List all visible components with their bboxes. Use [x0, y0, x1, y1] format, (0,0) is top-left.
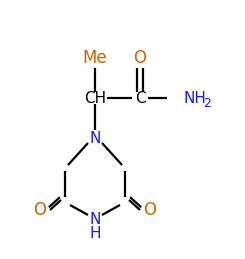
- Text: Me: Me: [83, 49, 107, 67]
- Text: O: O: [144, 201, 157, 219]
- Text: 2: 2: [203, 97, 211, 110]
- Text: H: H: [89, 227, 101, 241]
- Text: NH: NH: [183, 90, 206, 105]
- Text: N: N: [89, 212, 101, 227]
- Text: C: C: [135, 90, 145, 105]
- Text: O: O: [134, 49, 147, 67]
- Text: N: N: [89, 131, 101, 146]
- Text: CH: CH: [84, 90, 106, 105]
- Text: O: O: [34, 201, 47, 219]
